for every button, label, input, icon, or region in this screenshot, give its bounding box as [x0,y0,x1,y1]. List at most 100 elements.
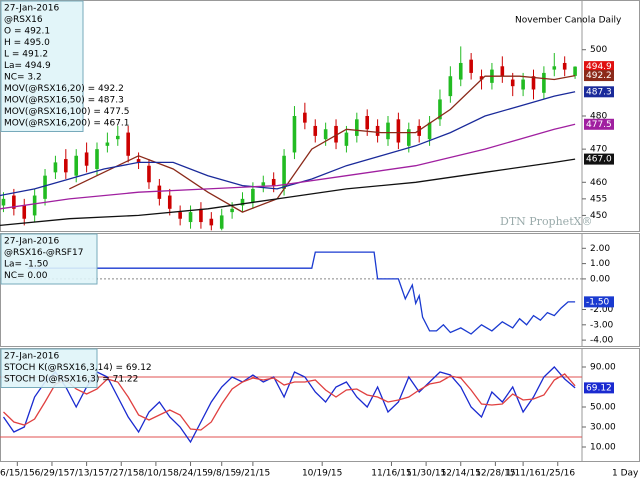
moving-average [0,91,576,197]
candle-body [157,185,162,199]
candle-body [562,62,567,70]
stoch-line [2,366,576,444]
info-text: @RSX16 [4,15,43,25]
moving-average [0,123,576,210]
candle-body [84,152,89,166]
info-text: NC= 0.00 [4,271,48,281]
info-box [0,348,98,388]
x-tick-label: 9/21/15 [236,469,271,479]
candle-body [427,122,432,140]
candle-body [406,129,411,146]
candle-body [147,165,151,183]
info-box [0,233,98,285]
y-tick-label: 90.00 [590,363,616,373]
info-text: 27-Jan-2016 [4,237,60,247]
candle-body [115,135,120,140]
y-tick-label: 450 [590,211,607,221]
x-tick-label: 8/24/15 [173,469,208,479]
candle-body [510,79,515,87]
candle-body [500,66,505,77]
x-tick-label: 9/8/15 [207,469,236,479]
candle-body [365,116,370,130]
candle-body [1,198,6,206]
y-tick-label: 0.00 [590,274,610,284]
x-tick-label: 12/28/15 [475,469,515,479]
watermark: DTN ProphetX® [500,215,592,228]
x-tick-label: 11/30/15 [406,469,446,479]
candle-body [303,112,307,123]
y-tick-label: 455 [590,194,607,204]
info-text: 27-Jan-2016 [4,4,60,14]
last-value-box [584,61,614,73]
x-tick-label: 10/19/15 [302,469,342,479]
candle-body [136,159,141,163]
x-tick-label: 6/15/15 [0,469,35,479]
info-text: 27-Jan-2016 [4,352,60,362]
x-tick-label: 11/16/15 [371,469,411,479]
last-value-label: 467.0 [586,155,612,165]
candle-body [282,155,286,189]
candle-body [261,182,266,186]
candle-body [188,212,193,223]
info-text: NC= 3.2 [4,73,42,83]
candle-body [334,125,338,143]
candle-body [64,159,68,173]
candle-body [355,119,359,136]
info-text: MOV(@RSX16,20) = 492.2 [4,84,124,94]
last-value-label: 492.2 [586,71,612,81]
candle-body [74,155,79,176]
x-tick-label: 7/27/15 [104,469,139,479]
info-text: MOV(@RSX16,50) = 487.3 [4,96,124,106]
candle-body [448,76,453,97]
candle-body [479,76,484,80]
stoch-line [3,373,576,431]
last-value-label: -1.50 [586,297,610,307]
y-tick-label: 50.00 [590,403,616,413]
y-tick-label: -3.00 [590,320,614,330]
last-value-box [584,153,614,165]
candle-body [251,188,255,203]
moving-average [0,158,576,227]
last-value-box [584,86,614,98]
candle-body [531,76,536,90]
candle-body [344,132,349,146]
candle-body [521,79,525,90]
info-text: L = 491.2 [4,50,48,60]
candle-body [552,66,557,70]
info-text: STOCH D(@RSX16,3) = 71.22 [4,375,138,385]
y-tick-label: 480 [590,112,607,122]
candle-body [95,149,99,170]
x-tick-label: 8/10/15 [139,469,174,479]
x-tick-label: 1/11/16 [506,469,541,479]
candle-body [573,66,577,76]
info-text: STOCH K(@RSX16,3,14) = 69.12 [4,363,152,373]
last-value-box [584,296,614,308]
x-tick-label: 6/29/15 [35,469,70,479]
candle-body [271,178,276,186]
y-tick-label: 10.00 [590,443,616,453]
last-value-label: 69.12 [586,383,612,393]
candle-body [240,198,245,206]
candle-body [105,142,110,146]
y-tick-label: 460 [590,178,607,188]
x-tick-label: 1/25/16 [540,469,575,479]
y-tick-label: -4.00 [590,336,614,346]
candle-body [386,122,390,140]
candle-body [375,125,380,136]
x-tick-label: 12/14/15 [441,469,481,479]
info-text: La= 494.9 [4,61,51,71]
last-value-label: 487.3 [586,87,612,97]
info-text: MOV(@RSX16,200) = 467.1 [4,119,130,129]
candle-body [209,218,214,226]
spread-line [27,251,576,335]
candle-body [323,129,328,140]
candle-body [219,215,224,229]
candle-body [542,72,546,93]
x-tick-label: 7/13/15 [69,469,104,479]
candle-body [167,195,172,209]
info-text: O = 492.1 [4,27,50,37]
y-tick-label: 30.00 [590,423,616,433]
candle-body [43,175,47,199]
candle-body [32,195,37,216]
